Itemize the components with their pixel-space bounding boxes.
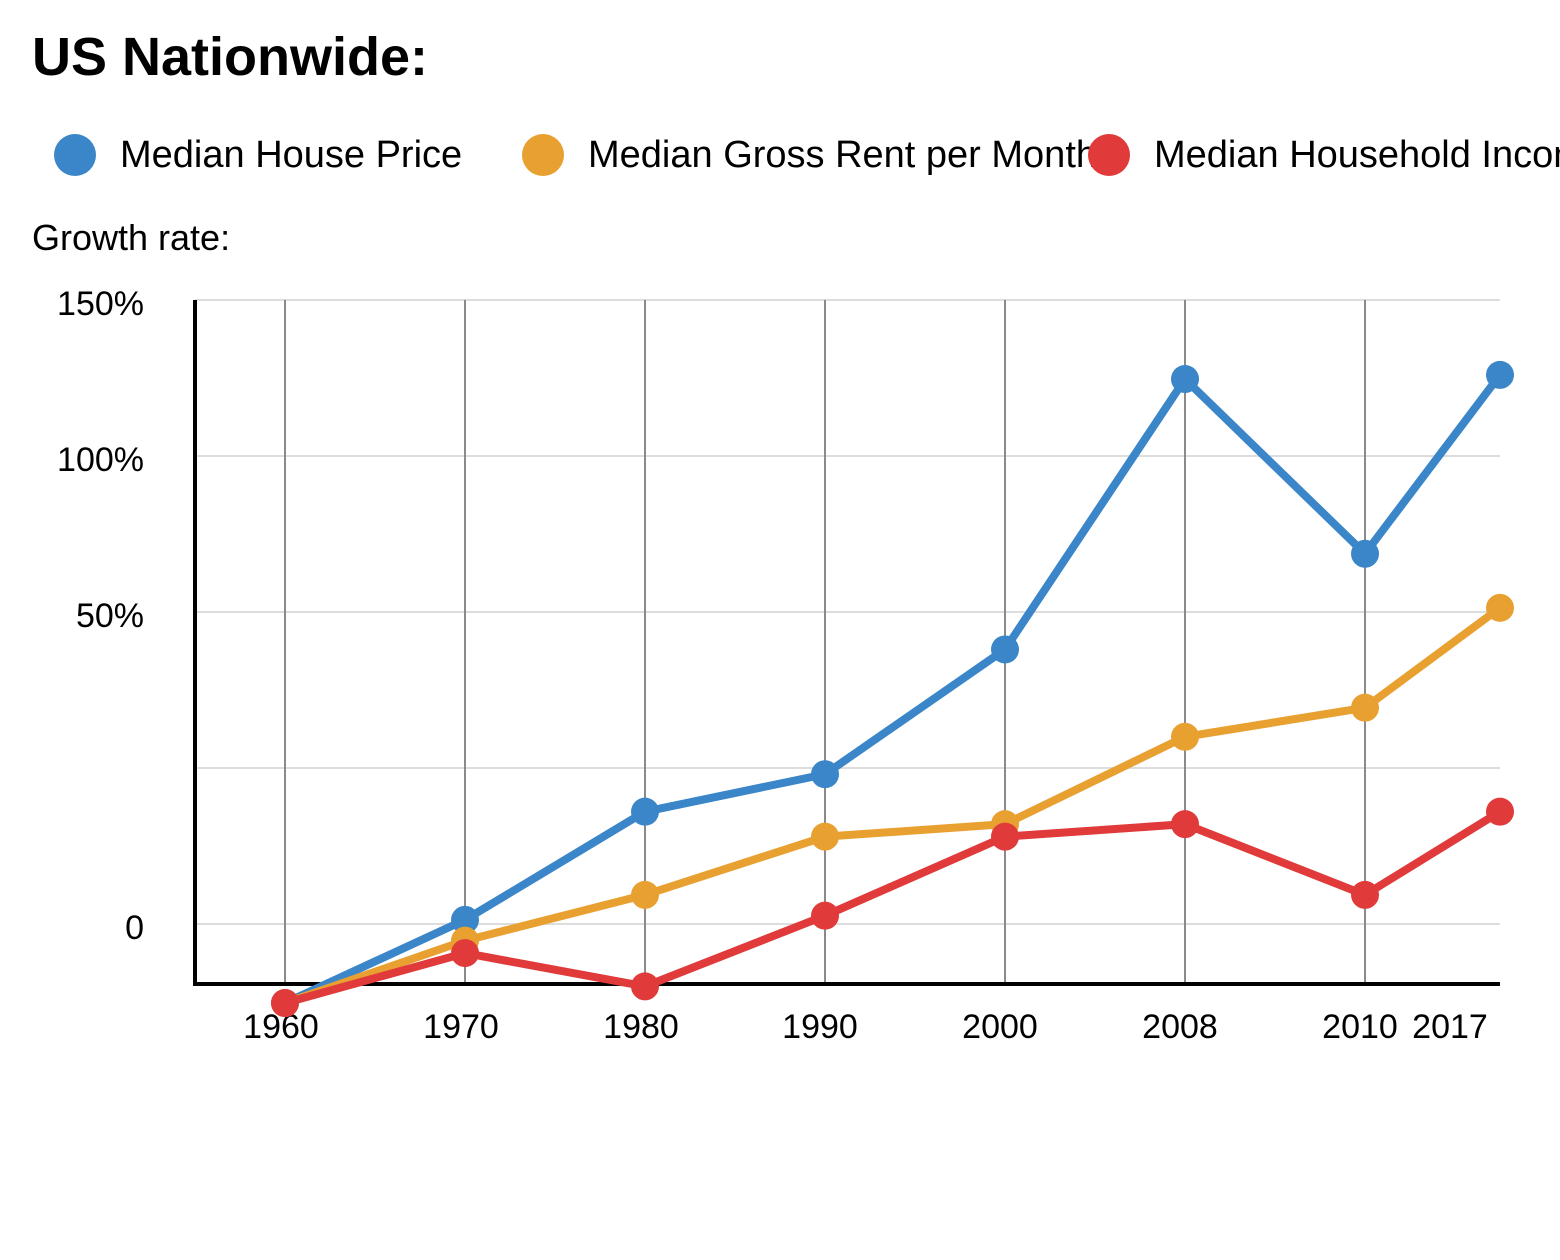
series-line-2 [281, 807, 1504, 1008]
legend-label-house-price: Median House Price [120, 134, 463, 176]
x-tick-label: 2008 [1142, 1008, 1218, 1046]
legend-swatch-gross-rent [522, 134, 564, 176]
legend-swatch-house-price [54, 134, 96, 176]
data-point-1-2 [631, 880, 659, 909]
legend-label-gross-rent: Median Gross Rent per Month [588, 134, 1098, 176]
data-point-2-4 [991, 822, 1019, 851]
data-point-1-3 [811, 822, 839, 851]
data-point-2-2 [631, 972, 659, 1001]
legend: Median House Price Median Gross Rent per… [54, 130, 1560, 180]
x-tick-label: 2017 [1412, 1008, 1488, 1046]
data-point-2-1 [451, 939, 479, 968]
chart-title: US Nationwide: [32, 27, 429, 87]
data-point-1-6 [1351, 693, 1379, 722]
y-tick-label: 0 [125, 909, 144, 947]
data-point-0-5 [1171, 365, 1199, 394]
data-point-0-4 [991, 635, 1019, 664]
x-tick-label: 2010 [1322, 1008, 1398, 1046]
legend-label-household-income: Median Household Income [1154, 134, 1560, 176]
y-axis-title: Growth rate: [32, 217, 231, 258]
y-tick-label: 100% [57, 441, 144, 479]
data-point-2-5 [1171, 810, 1199, 839]
data-point-0-7 [1486, 360, 1514, 389]
data-point-2-6 [1351, 880, 1379, 909]
data-point-0-2 [631, 797, 659, 826]
data-point-2-0 [271, 989, 299, 1018]
data-point-0-6 [1351, 539, 1379, 568]
legend-swatch-household-income [1088, 134, 1130, 176]
x-tick-label: 2000 [962, 1008, 1038, 1046]
x-tick-label: 1990 [782, 1008, 858, 1046]
data-point-1-7 [1486, 593, 1514, 622]
series-line-1 [281, 603, 1504, 1008]
data-point-2-7 [1486, 797, 1514, 826]
data-point-0-1 [451, 905, 479, 934]
y-tick-label: 50% [76, 597, 144, 635]
data-point-2-3 [811, 901, 839, 930]
data-point-1-5 [1171, 722, 1199, 751]
data-point-0-3 [811, 760, 839, 789]
series-line-0 [281, 370, 1504, 1008]
x-tick-label: 1980 [603, 1008, 679, 1046]
x-tick-label: 1970 [423, 1008, 499, 1046]
y-tick-label: 150% [57, 285, 144, 323]
